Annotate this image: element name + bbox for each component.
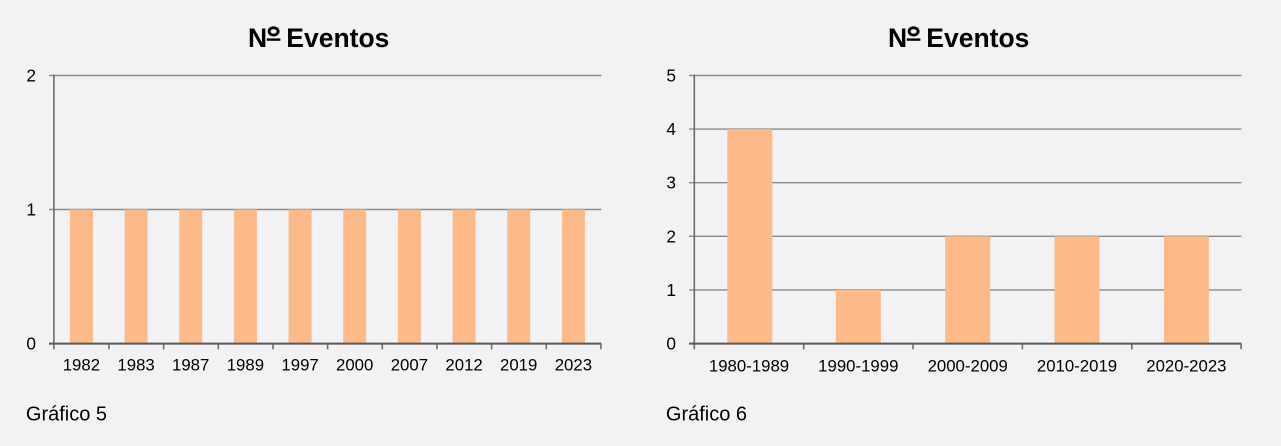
svg-text:1980-1989: 1980-1989 — [709, 357, 789, 376]
svg-text:Gráfico 6: Gráfico 6 — [666, 404, 747, 426]
svg-text:2020-2023: 2020-2023 — [1146, 357, 1226, 376]
svg-text:2012: 2012 — [445, 356, 482, 375]
svg-text:2023: 2023 — [555, 356, 592, 375]
svg-text:0: 0 — [666, 334, 676, 354]
svg-text:2007: 2007 — [391, 356, 428, 375]
svg-text:2: 2 — [666, 226, 676, 246]
svg-text:1982: 1982 — [63, 356, 100, 375]
svg-text:1989: 1989 — [227, 356, 264, 375]
svg-text:Eventos: Eventos — [926, 23, 1029, 53]
svg-text:N: N — [888, 23, 907, 53]
svg-text:1987: 1987 — [172, 356, 209, 375]
svg-text:N: N — [248, 23, 267, 53]
svg-text:1990-1999: 1990-1999 — [818, 357, 898, 376]
svg-text:3: 3 — [666, 173, 676, 193]
svg-text:2000: 2000 — [336, 356, 373, 375]
svg-text:2010-2019: 2010-2019 — [1037, 357, 1117, 376]
svg-text:1: 1 — [26, 200, 36, 220]
svg-text:2019: 2019 — [500, 356, 537, 375]
svg-text:1: 1 — [666, 280, 676, 300]
svg-text:Gráfico 5: Gráfico 5 — [26, 404, 107, 426]
svg-text:1983: 1983 — [117, 356, 154, 375]
svg-text:0: 0 — [26, 334, 36, 354]
svg-text:2: 2 — [26, 66, 36, 86]
svg-text:4: 4 — [666, 119, 676, 139]
svg-text:Eventos: Eventos — [286, 23, 389, 53]
svg-text:1997: 1997 — [281, 356, 318, 375]
svg-text:5: 5 — [666, 66, 676, 86]
svg-text:2000-2009: 2000-2009 — [928, 357, 1008, 376]
